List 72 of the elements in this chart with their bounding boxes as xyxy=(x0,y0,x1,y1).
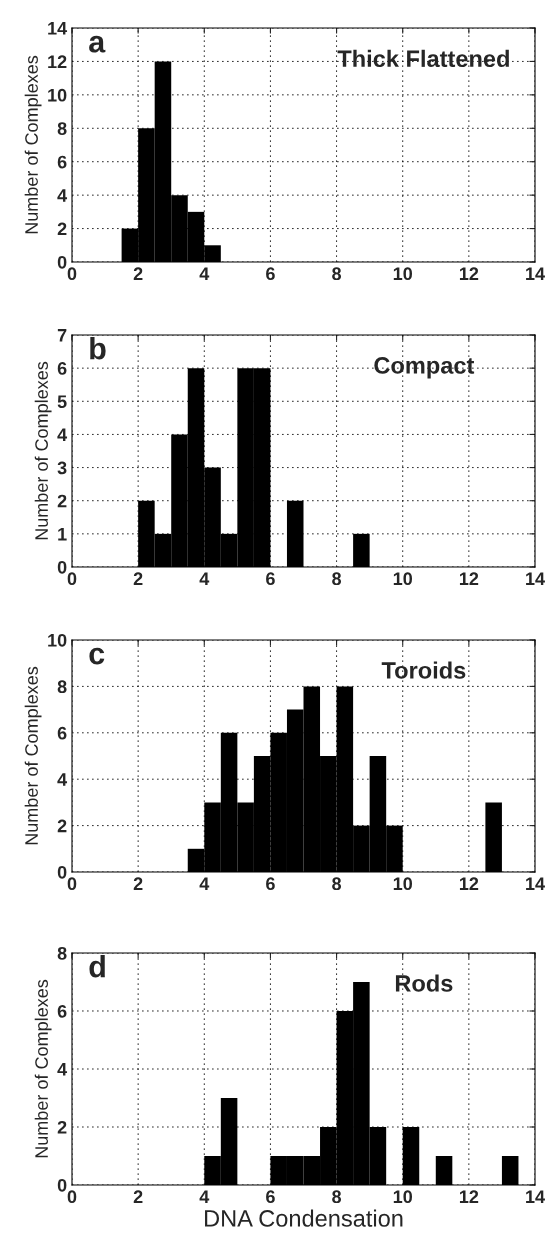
x-tick-label: 4 xyxy=(199,877,210,890)
x-tick-label: 8 xyxy=(332,267,342,281)
y-tick-label: 5 xyxy=(57,395,67,409)
x-tick-label: 2 xyxy=(133,1190,143,1203)
y-tick-label: 6 xyxy=(57,362,67,375)
x-tick-label: 0 xyxy=(67,572,77,586)
x-tick-label: 0 xyxy=(67,877,77,891)
y-tick-label: 0 xyxy=(57,255,67,269)
y-tick-label: 4 xyxy=(57,773,68,786)
y-tick-label: 0 xyxy=(57,865,67,879)
y-axis-title: Number of Complexes xyxy=(34,361,52,540)
y-tick-label: 0 xyxy=(57,1178,67,1192)
y-tick-label: 6 xyxy=(57,155,67,169)
y-tick-label: 2 xyxy=(57,494,67,508)
x-tick-label: 8 xyxy=(332,1190,342,1204)
annotation: Compact xyxy=(374,357,475,379)
y-tick-label: 10 xyxy=(48,88,67,102)
y-tick-label: 6 xyxy=(57,1004,67,1018)
x-tick-label: 2 xyxy=(133,267,143,280)
y-tick-label: 12 xyxy=(48,55,67,68)
x-tick-label: 4 xyxy=(199,572,210,585)
x-tick-label: 14 xyxy=(526,267,545,280)
x-tick-label: 0 xyxy=(67,1190,77,1204)
x-tick-label: 6 xyxy=(266,267,275,281)
x-axis-title: DNA Condensation xyxy=(205,1209,403,1227)
x-tick-label: 14 xyxy=(526,1190,545,1203)
y-tick-label: 6 xyxy=(57,726,67,740)
y-tick-label: 3 xyxy=(57,461,67,475)
x-tick-label: 4 xyxy=(199,267,210,280)
y-tick-label: 2 xyxy=(57,1120,67,1134)
y-tick-label: 2 xyxy=(57,819,67,833)
annotation: a xyxy=(89,35,106,53)
x-tick-label: 6 xyxy=(266,1190,275,1204)
annotation: Thick Flattened xyxy=(337,49,509,68)
x-tick-label: 10 xyxy=(393,877,413,891)
y-tick-label: 4 xyxy=(57,189,68,202)
y-tick-label: 4 xyxy=(57,428,68,441)
annotation: c xyxy=(89,647,105,665)
x-tick-label: 12 xyxy=(459,267,479,280)
annotation: Rods xyxy=(395,974,453,992)
y-tick-label: 14 xyxy=(48,22,68,35)
annotation: Toroids xyxy=(381,661,466,679)
x-tick-label: 10 xyxy=(393,1190,413,1204)
x-tick-label: 2 xyxy=(133,572,143,585)
y-tick-label: 7 xyxy=(57,329,67,342)
x-tick-label: 12 xyxy=(459,877,479,890)
y-axis-title: Number of Complexes xyxy=(24,55,42,234)
annotation: b xyxy=(90,337,106,360)
y-tick-label: 8 xyxy=(57,680,67,694)
x-tick-label: 8 xyxy=(332,877,342,891)
x-tick-label: 6 xyxy=(266,877,275,891)
annotation: d xyxy=(89,955,105,978)
x-tick-label: 2 xyxy=(133,877,143,890)
x-tick-label: 10 xyxy=(393,572,413,586)
x-tick-label: 12 xyxy=(459,1190,479,1203)
x-tick-label: 14 xyxy=(526,572,545,585)
y-tick-label: 10 xyxy=(48,633,67,647)
y-tick-label: 4 xyxy=(57,1063,68,1076)
x-tick-label: 6 xyxy=(266,572,275,586)
y-tick-label: 0 xyxy=(57,560,67,574)
x-tick-label: 10 xyxy=(393,267,413,281)
x-tick-label: 12 xyxy=(459,572,479,585)
x-tick-label: 14 xyxy=(526,877,545,890)
x-tick-label: 8 xyxy=(332,572,342,586)
x-tick-label: 4 xyxy=(199,1190,210,1203)
y-tick-label: 2 xyxy=(57,222,67,236)
y-axis-title: Number of Complexes xyxy=(24,666,42,845)
y-axis-title: Number of Complexes xyxy=(34,979,52,1158)
y-tick-label: 8 xyxy=(57,122,67,136)
x-tick-label: 0 xyxy=(67,267,77,281)
y-tick-label: 8 xyxy=(57,946,67,960)
y-tick-label: 1 xyxy=(58,527,67,541)
